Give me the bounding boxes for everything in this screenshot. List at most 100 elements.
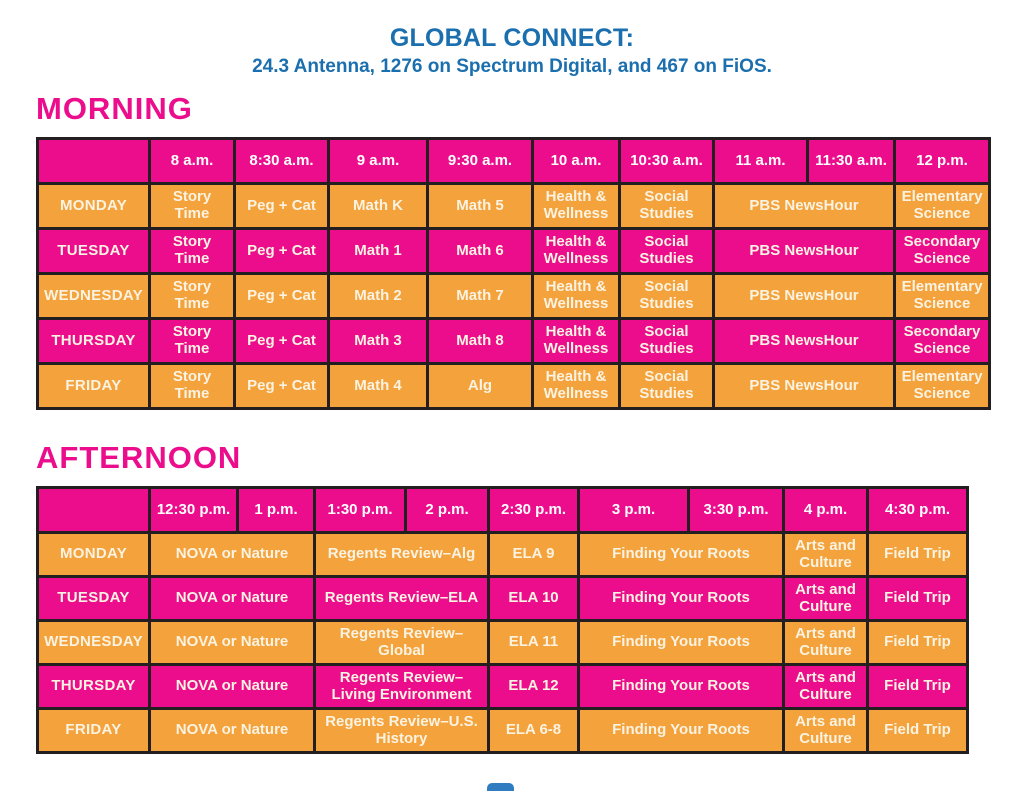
day-cell: TUESDAY: [36, 575, 151, 622]
schedule-row: FRIDAY Story Time Peg + Cat Math 4 Alg Health…: [36, 362, 991, 410]
program-cell: ELA 11: [487, 619, 580, 666]
program-cell: ELA 10: [487, 575, 580, 622]
day-cell: FRIDAY: [36, 362, 151, 410]
program-cell: Math 8: [426, 317, 534, 365]
program-cell: Finding Your Roots: [577, 575, 785, 622]
program-cell: Social Studies: [618, 272, 715, 320]
day-cell: THURSDAY: [36, 663, 151, 710]
program-cell: PBS NewsHour: [712, 317, 896, 365]
masthead: GLOBAL CONNECT: 24.3 Antenna, 1276 on Sp…: [0, 0, 1024, 78]
schedule-row: WEDNESDAY NOVA or Nature Regents Review–Gl…: [36, 619, 969, 666]
time-header-cell: 10 a.m.: [531, 137, 621, 185]
program-cell: ELA 6-8: [487, 707, 580, 754]
time-header-cell: 11:30 a.m.: [806, 137, 896, 185]
time-header-cell: 2 p.m.: [404, 486, 490, 534]
program-cell: Arts and Culture: [782, 531, 869, 578]
program-cell: Math 4: [327, 362, 429, 410]
morning-section-title: MORNING: [36, 91, 193, 126]
afternoon-times-header: 12:30 p.m. 1 p.m. 1:30 p.m. 2 p.m. 2:30 p.m.…: [36, 486, 969, 534]
time-header-cell: 9 a.m.: [327, 137, 429, 185]
program-cell: Social Studies: [618, 317, 715, 365]
program-cell: NOVA or Nature: [148, 707, 316, 754]
program-cell: Arts and Culture: [782, 619, 869, 666]
day-cell: WEDNESDAY: [36, 272, 151, 320]
schedule-row: MONDAY NOVA or Nature Regents Review–Alg EL…: [36, 531, 969, 578]
time-header-cell: 4 p.m.: [782, 486, 869, 534]
morning-rows: MONDAY Story Time Peg + Cat Math K Math 5 Hea…: [36, 182, 991, 410]
program-cell: NOVA or Nature: [148, 575, 316, 622]
program-cell: Field Trip: [866, 619, 969, 666]
schedule-row: THURSDAY NOVA or Nature Regents Review–Liv…: [36, 663, 969, 710]
time-header-cell: 2:30 p.m.: [487, 486, 580, 534]
program-cell: NOVA or Nature: [148, 619, 316, 666]
program-cell: PBS NewsHour: [712, 362, 896, 410]
program-cell: Elementary Science: [893, 182, 991, 230]
program-cell: Health & Wellness: [531, 272, 621, 320]
program-cell: Peg + Cat: [233, 227, 330, 275]
time-header-cell: 8 a.m.: [148, 137, 236, 185]
program-cell: Finding Your Roots: [577, 663, 785, 710]
program-cell: Elementary Science: [893, 362, 991, 410]
program-cell: Arts and Culture: [782, 707, 869, 754]
program-cell: NOVA or Nature: [148, 531, 316, 578]
schedule-row: TUESDAY NOVA or Nature Regents Review–ELA E…: [36, 575, 969, 622]
page-title: GLOBAL CONNECT:: [389, 24, 635, 52]
program-cell: Regents Review–Alg: [313, 531, 490, 578]
program-cell: Elementary Science: [893, 272, 991, 320]
time-header-cell: 3 p.m.: [577, 486, 690, 534]
program-cell: Secondary Science: [893, 227, 991, 275]
program-cell: Field Trip: [866, 531, 969, 578]
program-cell: Health & Wellness: [531, 317, 621, 365]
page-subtitle: 24.3 Antenna, 1276 on Spectrum Digital, …: [252, 56, 772, 77]
cropped-logo-mark: [487, 783, 514, 791]
program-cell: Social Studies: [618, 227, 715, 275]
program-cell: Arts and Culture: [782, 575, 869, 622]
program-cell: Math 2: [327, 272, 429, 320]
morning-times-header: 8 a.m. 8:30 a.m. 9 a.m. 9:30 a.m. 10 a.m. 10:…: [36, 137, 991, 185]
day-cell: MONDAY: [36, 182, 151, 230]
program-cell: Story Time: [148, 227, 236, 275]
program-cell: Math 5: [426, 182, 534, 230]
day-cell: MONDAY: [36, 531, 151, 578]
program-cell: PBS NewsHour: [712, 272, 896, 320]
day-cell: THURSDAY: [36, 317, 151, 365]
program-cell: Peg + Cat: [233, 362, 330, 410]
time-header-cell: 9:30 a.m.: [426, 137, 534, 185]
program-cell: Math 6: [426, 227, 534, 275]
program-cell: Health & Wellness: [531, 362, 621, 410]
day-cell: FRIDAY: [36, 707, 151, 754]
program-cell: ELA 12: [487, 663, 580, 710]
time-header-cell: 1:30 p.m.: [313, 486, 407, 534]
program-cell: Regents Review–Living Environment: [313, 663, 490, 710]
program-cell: Field Trip: [866, 663, 969, 710]
program-cell: Finding Your Roots: [577, 707, 785, 754]
afternoon-section-title: AFTERNOON: [36, 440, 242, 475]
schedule-row: WEDNESDAY Story Time Peg + Cat Math 2 Math 7…: [36, 272, 991, 320]
program-cell: Regents Review–ELA: [313, 575, 490, 622]
time-header-cell: 11 a.m.: [712, 137, 809, 185]
morning-schedule-table: 8 a.m. 8:30 a.m. 9 a.m. 9:30 a.m. 10 a.m. 10:…: [36, 137, 991, 410]
program-cell: Field Trip: [866, 575, 969, 622]
program-cell: Peg + Cat: [233, 317, 330, 365]
program-cell: Math 7: [426, 272, 534, 320]
program-cell: PBS NewsHour: [712, 182, 896, 230]
program-cell: Health & Wellness: [531, 182, 621, 230]
program-cell: Arts and Culture: [782, 663, 869, 710]
program-cell: NOVA or Nature: [148, 663, 316, 710]
day-cell: TUESDAY: [36, 227, 151, 275]
program-cell: Finding Your Roots: [577, 531, 785, 578]
program-cell: Peg + Cat: [233, 182, 330, 230]
time-header-cell: 8:30 a.m.: [233, 137, 330, 185]
time-header-cell: 10:30 a.m.: [618, 137, 715, 185]
time-header-cell: 1 p.m.: [236, 486, 316, 534]
program-cell: Story Time: [148, 182, 236, 230]
program-cell: Peg + Cat: [233, 272, 330, 320]
schedule-row: TUESDAY Story Time Peg + Cat Math 1 Math 6 He…: [36, 227, 991, 275]
program-cell: Math 3: [327, 317, 429, 365]
program-cell: Social Studies: [618, 182, 715, 230]
time-header-cell: 12 p.m.: [893, 137, 991, 185]
program-cell: Alg: [426, 362, 534, 410]
schedule-row: MONDAY Story Time Peg + Cat Math K Math 5 Hea…: [36, 182, 991, 230]
